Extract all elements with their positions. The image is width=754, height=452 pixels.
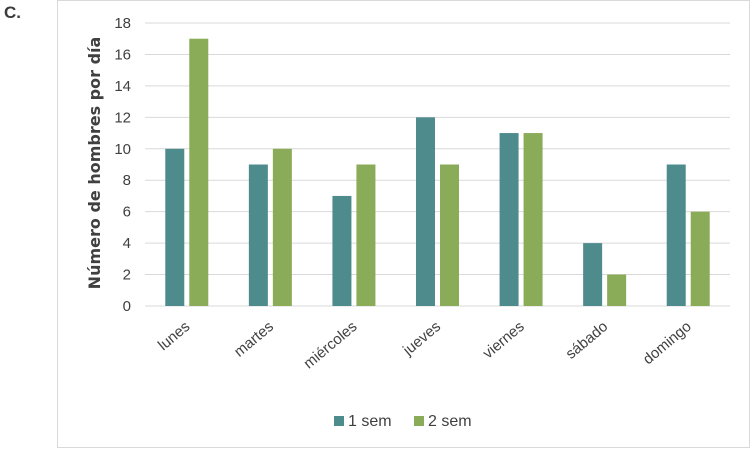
y-tick-label: 0 — [123, 298, 131, 315]
bar-1-sem-sábado — [583, 243, 603, 306]
bar-2-sem-sábado — [607, 274, 627, 306]
bar-1-sem-lunes — [165, 148, 185, 306]
x-tick-label: martes — [231, 318, 277, 360]
y-axis-title: Número de hombres por día — [85, 37, 104, 290]
bar-1-sem-domingo — [666, 164, 686, 306]
x-tick-label: miércoles — [300, 318, 360, 372]
y-tick-label: 12 — [114, 109, 131, 126]
bar-1-sem-miércoles — [332, 195, 352, 306]
x-tick-label: domingo — [640, 318, 695, 368]
bars — [165, 38, 710, 306]
bar-1-sem-viernes — [499, 133, 519, 306]
bar-2-sem-martes — [272, 148, 292, 306]
bar-2-sem-lunes — [189, 38, 209, 306]
y-tick-label: 4 — [123, 235, 131, 252]
y-tick-label: 8 — [123, 172, 131, 189]
legend-swatch — [414, 416, 424, 426]
y-tick-label: 14 — [114, 78, 131, 95]
y-tick-label: 18 — [114, 15, 131, 32]
y-tick-label: 6 — [123, 204, 131, 221]
x-axis-labels: lunes martes miércoles jueves viernes sábado d… — [155, 318, 695, 372]
legend-swatch — [334, 416, 344, 426]
bar-2-sem-miércoles — [356, 164, 376, 306]
x-tick-label: sábado — [563, 318, 612, 363]
x-tick-label: jueves — [399, 318, 444, 360]
legend-label: 2 sem — [428, 413, 472, 430]
bar-2-sem-jueves — [440, 164, 459, 306]
y-tick-label: 10 — [114, 141, 131, 158]
legend: 1 sem 2 sem — [334, 413, 472, 430]
bar-2-sem-domingo — [690, 211, 710, 306]
x-tick-label: viernes — [480, 318, 528, 362]
x-tick-label: lunes — [155, 318, 193, 354]
bar-1-sem-martes — [248, 164, 268, 306]
bar-2-sem-viernes — [523, 133, 543, 306]
legend-label: 1 sem — [348, 413, 392, 430]
y-tick-label: 2 — [123, 267, 131, 284]
bar-1-sem-jueves — [416, 117, 435, 306]
y-tick-label: 16 — [114, 46, 131, 63]
gridlines — [145, 22, 730, 307]
y-axis-ticks: 0 2 4 6 8 10 12 14 16 18 — [114, 15, 131, 315]
panel-label: C. — [4, 3, 21, 22]
